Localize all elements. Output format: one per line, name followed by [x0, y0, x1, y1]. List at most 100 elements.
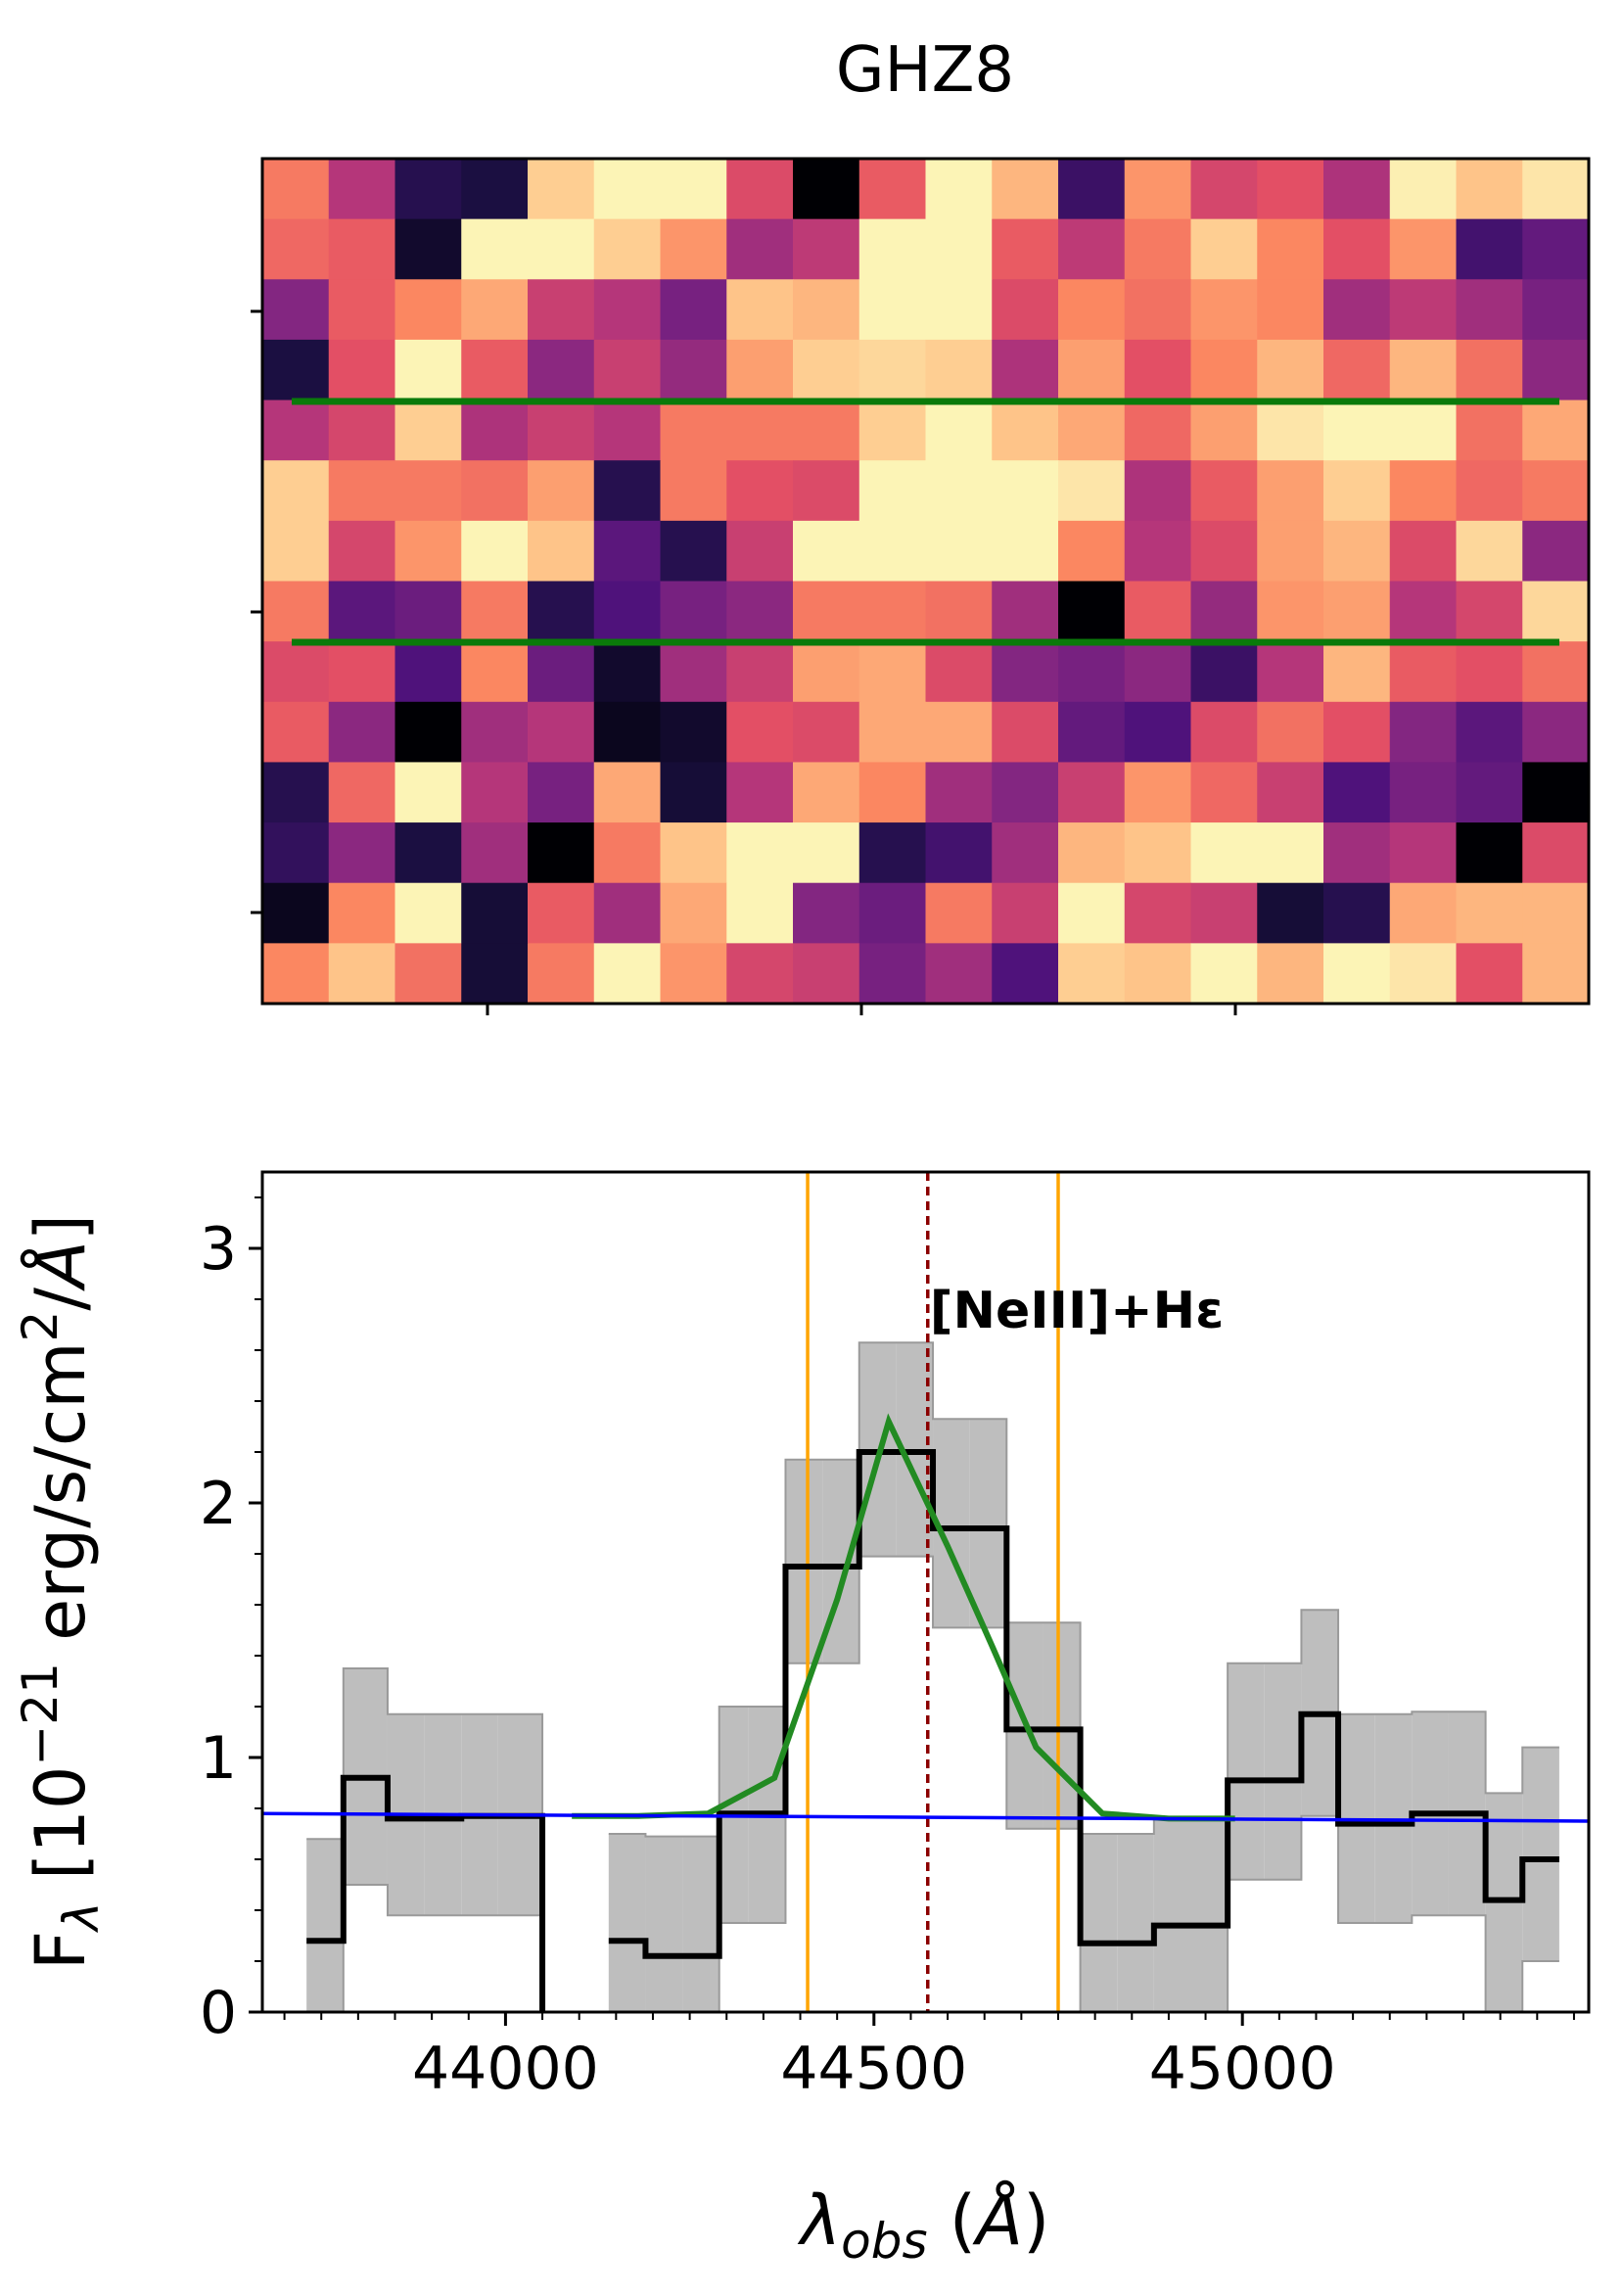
heatmap-cell [1522, 581, 1590, 642]
heatmap-cell [1257, 822, 1324, 884]
heatmap-cell [1190, 581, 1258, 642]
heatmap-cell [262, 822, 330, 884]
heatmap-cell [1190, 339, 1258, 401]
heatmap-cell [925, 218, 993, 280]
heatmap-cell [992, 822, 1059, 884]
heatmap-cell [394, 460, 462, 522]
heatmap-cell [858, 218, 927, 280]
heatmap-cell [1389, 520, 1458, 583]
heatmap-cell [1323, 581, 1391, 642]
heatmap-cell [660, 399, 727, 461]
heatmap-cell [262, 943, 330, 1005]
heatmap-cell [1456, 399, 1523, 461]
error-band-segment [1264, 1663, 1302, 1880]
heatmap-cell [461, 460, 529, 522]
heatmap-cell [593, 641, 662, 703]
heatmap-cell [1124, 399, 1192, 461]
heatmap-cell [793, 399, 860, 461]
heatmap-cell [858, 279, 927, 341]
heatmap-cell [793, 339, 860, 401]
heatmap-cell [1389, 943, 1458, 1005]
x-axis-label: λobs (Å) [797, 2180, 1050, 2270]
heatmap-cell [528, 520, 595, 583]
heatmap-cell [593, 822, 662, 884]
heatmap-cell [262, 218, 330, 280]
heatmap-cell [858, 159, 927, 220]
heatmap-cell [1522, 641, 1590, 703]
heatmap-cell [1522, 279, 1590, 341]
error-band-segment [1522, 1747, 1559, 1961]
heatmap-cell [1456, 460, 1523, 522]
heatmap-cell [1323, 460, 1391, 522]
heatmap-cell [726, 159, 794, 220]
heatmap-cell [925, 943, 993, 1005]
heatmap-cell [1456, 701, 1523, 764]
error-band-segment [306, 1839, 344, 2012]
heatmap-cell [328, 641, 396, 703]
error-band-segment [1043, 1622, 1081, 1829]
heatmap-cell [1257, 581, 1324, 642]
heatmap-cell [1522, 399, 1590, 461]
heatmap-cell [528, 701, 595, 764]
heatmap-cell [328, 339, 396, 401]
heatmap-cell [660, 159, 727, 220]
heatmap-cell [793, 218, 860, 280]
heatmap-cell [660, 882, 727, 944]
heatmap-cell [1257, 159, 1324, 220]
heatmap-cell [1522, 882, 1590, 944]
heatmap-cell [528, 279, 595, 341]
heatmap-cell [528, 882, 595, 944]
heatmap-cell [394, 399, 462, 461]
heatmap-cell [726, 882, 794, 944]
heatmap-cell [1257, 279, 1324, 341]
heatmap-cell [992, 520, 1059, 583]
heatmap-cell [328, 159, 396, 220]
heatmap-cell [1124, 822, 1192, 884]
heatmap-cell [262, 159, 330, 220]
heatmap-cell [394, 822, 462, 884]
heatmap-cell [1124, 339, 1192, 401]
heatmap-cell [262, 279, 330, 341]
heatmap-cell [992, 279, 1059, 341]
heatmap-cell [1522, 520, 1590, 583]
heatmap-extraction-lines [292, 398, 1559, 646]
error-band-segment [969, 1419, 1007, 1628]
heatmap-cell [1456, 520, 1523, 583]
heatmap-cell [528, 762, 595, 823]
heatmap-cells [262, 159, 1590, 1005]
heatmap-cell [992, 218, 1059, 280]
heatmap-cell [726, 399, 794, 461]
heatmap-cell [1124, 581, 1192, 642]
heatmap-cell [1124, 882, 1192, 944]
heatmap-cell [593, 279, 662, 341]
heatmap-cell [1190, 520, 1258, 583]
heatmap-cell [1124, 218, 1192, 280]
heatmap-cell [262, 762, 330, 823]
heatmap-cell [328, 218, 396, 280]
heatmap-cell [660, 822, 727, 884]
heatmap-cell [660, 581, 727, 642]
heatmap-cell [858, 460, 927, 522]
heatmap-cell [1124, 641, 1192, 703]
heatmap-cell [925, 882, 993, 944]
heatmap-cell [992, 882, 1059, 944]
heatmap-cell [1389, 701, 1458, 764]
error-band-segment [1228, 1663, 1265, 1880]
heatmap-cell [858, 641, 927, 703]
heatmap-cell [1323, 339, 1391, 401]
heatmap-ticks [251, 309, 1237, 1015]
heatmap-cell [1323, 218, 1391, 280]
heatmap-cell [1058, 339, 1126, 401]
heatmap-cell [328, 279, 396, 341]
heatmap-cell [262, 701, 330, 764]
heatmap-cell [262, 520, 330, 583]
heatmap-cell [925, 701, 993, 764]
heatmap-cell [793, 279, 860, 341]
heatmap-cell [1456, 822, 1523, 884]
heatmap-cell [461, 762, 529, 823]
heatmap-cell [858, 943, 927, 1005]
heatmap-cell [1389, 822, 1458, 884]
heatmap-cell [1124, 159, 1192, 220]
heatmap-cell [1190, 701, 1258, 764]
